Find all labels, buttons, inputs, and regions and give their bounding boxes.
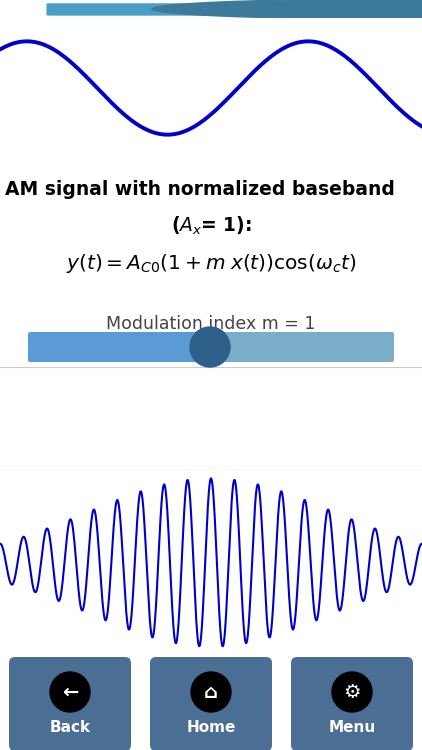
Text: Home: Home <box>186 721 236 736</box>
Circle shape <box>332 672 372 712</box>
FancyBboxPatch shape <box>291 657 413 750</box>
FancyBboxPatch shape <box>150 657 272 750</box>
Text: ⚙: ⚙ <box>343 682 361 701</box>
Text: Menu: Menu <box>328 721 376 736</box>
Text: $y(t) = A_{C0}(1+m\;x(t))\cos(\omega_c t)$: $y(t) = A_{C0}(1+m\;x(t))\cos(\omega_c t… <box>66 252 356 275</box>
FancyBboxPatch shape <box>46 3 376 16</box>
Text: ⌂: ⌂ <box>204 682 218 701</box>
Circle shape <box>191 672 231 712</box>
Text: ($A_x$= 1):: ($A_x$= 1): <box>170 215 252 237</box>
Text: Modulation index m = 1: Modulation index m = 1 <box>106 315 316 333</box>
Text: ←: ← <box>62 682 78 701</box>
FancyBboxPatch shape <box>9 657 131 750</box>
Circle shape <box>190 327 230 367</box>
FancyBboxPatch shape <box>208 332 394 362</box>
FancyBboxPatch shape <box>28 332 212 362</box>
Circle shape <box>152 0 422 19</box>
Circle shape <box>50 672 90 712</box>
Text: AM signal with normalized baseband: AM signal with normalized baseband <box>5 180 395 199</box>
Text: Back: Back <box>49 721 91 736</box>
